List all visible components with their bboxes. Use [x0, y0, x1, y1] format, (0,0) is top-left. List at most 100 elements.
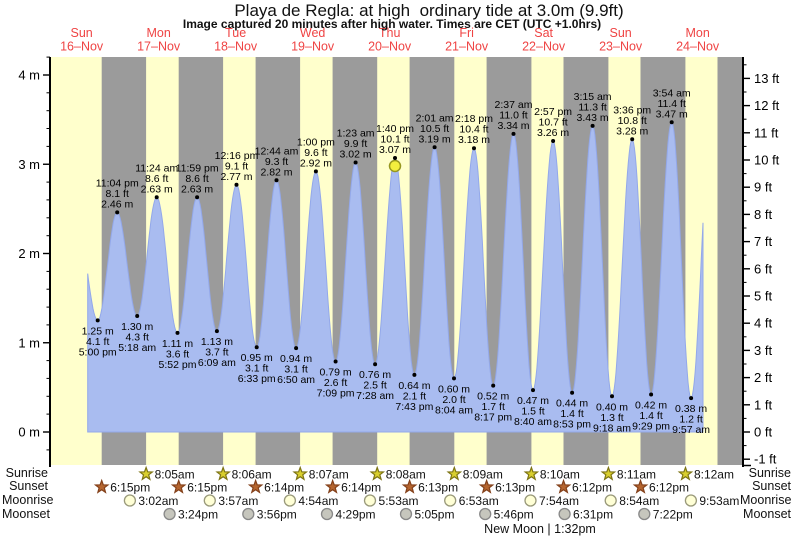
- tide-event-dot: [590, 123, 595, 128]
- tide-event-dot: [135, 314, 140, 318]
- tide-annotation-line: 3.43 m: [577, 112, 609, 124]
- tide-annotation-line: 3:15 am: [574, 91, 612, 103]
- tide-annotation-line: 2.1 ft: [403, 390, 426, 402]
- sunrise-time-label: 8:05am: [155, 467, 195, 481]
- tide-event-dot: [511, 131, 516, 136]
- moonset-icon: [399, 507, 413, 521]
- tide-event-dot: [274, 178, 279, 183]
- low-tide-annotation: 1.30 m4.3 ft5:18 am: [118, 321, 156, 354]
- day-name-label: Fri: [459, 26, 474, 40]
- high-tide-annotation: 1:00 pm9.6 ft2.92 m: [297, 136, 335, 169]
- low-tide-annotation: 0.60 m2.0 ft8:04 am: [435, 383, 473, 416]
- tide-annotation-line: 1:23 am: [337, 128, 375, 140]
- moonrise-time-label: 9:53am: [699, 494, 739, 508]
- tide-event-dot: [294, 346, 299, 351]
- moonset-icon: [242, 507, 255, 521]
- tide-annotation-line: 2.63 m: [141, 183, 173, 195]
- sunset-row-label-left: Sunset: [9, 479, 48, 493]
- day-name-label: Mon: [685, 26, 709, 40]
- tide-annotation-line: 3:54 am: [653, 87, 691, 99]
- sunset-icon: [324, 478, 341, 494]
- left-axis-tick-label: 3 m: [18, 157, 40, 172]
- tide-annotation-line: 2:57 pm: [534, 106, 572, 118]
- tide-annotation-line: 6:50 am: [277, 374, 315, 386]
- sunset-icon: [170, 478, 187, 494]
- sunset-time-label: 6:15pm: [110, 480, 150, 494]
- moonset-icon: [638, 507, 651, 521]
- tide-annotation-line: 11.4 ft: [657, 98, 685, 110]
- moonrise-time-label: 7:54am: [539, 494, 579, 508]
- low-tide-annotation: 0.42 m1.4 ft9:29 pm: [632, 400, 670, 433]
- sunrise-icon: [292, 465, 309, 481]
- right-axis-tick-label: 13 ft: [754, 71, 780, 86]
- tide-annotation-line: 3.6 ft: [166, 348, 189, 360]
- sunrise-icon: [369, 465, 386, 481]
- tide-annotation-line: 6:33 pm: [238, 373, 276, 385]
- day-name-label: Sun: [71, 26, 93, 40]
- tide-annotation-line: 11:59 pm: [176, 162, 219, 174]
- tide-annotation-line: 7:28 am: [356, 390, 394, 402]
- tide-event-dot: [393, 156, 397, 160]
- tide-annotation-line: 1:00 pm: [297, 136, 335, 148]
- tide-annotation-line: 0.44 m: [556, 398, 588, 410]
- tide-annotation-line: 2.6 ft: [324, 377, 347, 389]
- tide-annotation-line: 10.1 ft: [380, 134, 409, 146]
- moonset-time-label: 5:05pm: [414, 507, 454, 521]
- moonset-time-label: 3:56pm: [257, 507, 297, 521]
- high-tide-annotation: 11:24 am8.6 ft2.63 m: [135, 162, 178, 195]
- day-name-label: Sat: [534, 26, 553, 40]
- tide-annotation-line: 0.52 m: [477, 391, 509, 403]
- moonrise-icon: [203, 494, 216, 507]
- tide-annotation-line: 0.79 m: [320, 367, 352, 379]
- high-tide-annotation: 12:16 pm9.1 ft2.77 m: [215, 150, 259, 183]
- tide-annotation-line: 9:57 am: [672, 424, 710, 436]
- tide-annotation-line: 1.25 m: [82, 325, 114, 337]
- tide-event-dot: [175, 330, 180, 335]
- sunset-time-label: 6:14pm: [264, 480, 304, 494]
- low-tide-annotation: 0.95 m3.1 ft6:33 pm: [238, 352, 276, 385]
- tide-event-dot: [531, 388, 535, 393]
- sunrise-time-label: 8:10am: [540, 467, 580, 481]
- day-date-label: 22–Nov: [522, 40, 566, 54]
- low-tide-annotation: 0.40 m1.3 ft9:18 am: [593, 401, 631, 434]
- tide-annotation-line: 12:16 pm: [215, 150, 259, 162]
- tide-event-dot: [610, 394, 614, 399]
- tide-event-dot: [472, 146, 476, 151]
- high-tide-annotation: 11:59 pm8.6 ft2.63 m: [176, 162, 219, 195]
- tide-event-dot: [373, 362, 378, 367]
- moonrise-time-label: 4:54am: [298, 494, 338, 508]
- tide-annotation-line: 3.07 m: [379, 144, 411, 156]
- moonrise-icon: [283, 494, 297, 507]
- tide-annotation-line: 8.1 ft: [106, 188, 129, 200]
- low-tide-annotation: 1.13 m3.7 ft6:09 am: [198, 336, 236, 369]
- high-tide-annotation: 12:44 am9.3 ft2.82 m: [255, 145, 299, 178]
- moonset-time-label: 7:22pm: [653, 507, 693, 521]
- right-axis-tick-label: 9 ft: [754, 180, 772, 195]
- moonset-icon: [163, 507, 176, 521]
- day-date-label: 24–Nov: [676, 40, 720, 54]
- tide-event-dot: [432, 145, 437, 150]
- night-band: [717, 57, 743, 465]
- new-moon-caption: New Moon | 1:32pm: [484, 522, 596, 536]
- tide-annotation-line: 10.8 ft: [618, 115, 647, 127]
- moonset-row-label-right: Moonset: [743, 507, 791, 521]
- moonrise-icon: [363, 494, 377, 507]
- moonset-time-label: 4:29pm: [336, 507, 376, 521]
- day-name-label: Sun: [610, 26, 632, 40]
- right-axis-tick-label: 12 ft: [754, 98, 780, 113]
- tide-annotation-line: 1.13 m: [201, 336, 233, 348]
- tide-event-dot: [234, 182, 239, 187]
- tide-annotation-line: 11:04 pm: [96, 177, 139, 189]
- day-date-label: 16–Nov: [60, 40, 104, 54]
- tide-annotation-line: 9.6 ft: [304, 147, 327, 159]
- right-axis-tick-label: 8 ft: [754, 207, 772, 222]
- tide-annotation-line: 3.19 m: [419, 133, 451, 145]
- low-tide-annotation: 1.11 m3.6 ft5:52 pm: [159, 338, 197, 371]
- tide-event-dot: [95, 318, 100, 323]
- sunset-icon: [555, 478, 572, 494]
